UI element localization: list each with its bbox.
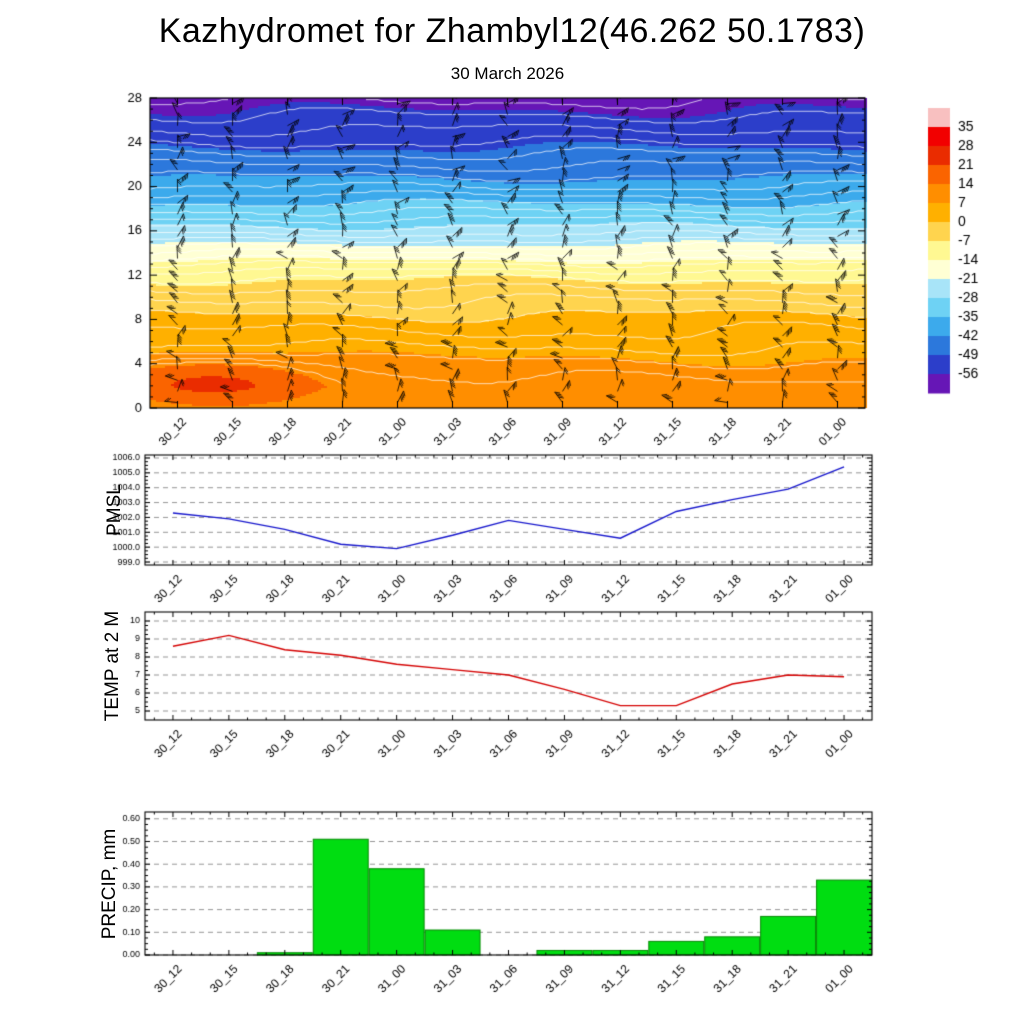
page-title: Kazhydromet for Zhambyl12(46.262 50.1783…	[158, 12, 866, 50]
pmsl-axis-label: PMSL	[104, 484, 125, 536]
precip-axis-label: PRECIP, mm	[99, 828, 120, 940]
date-subtitle: 30 March 2026	[450, 64, 565, 83]
temp-axis-label: TEMP at 2 M	[102, 610, 123, 722]
